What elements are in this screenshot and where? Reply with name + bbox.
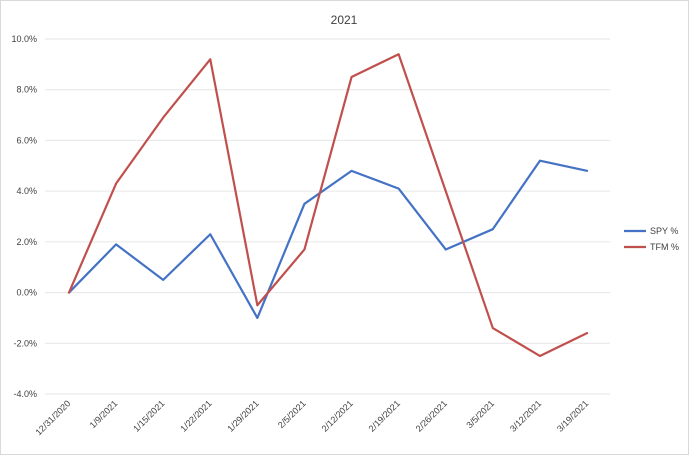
y-tick-label: -4.0%: [13, 389, 37, 399]
data-point: [586, 170, 588, 172]
x-tick-label: 3/19/2021: [555, 398, 590, 433]
data-point: [209, 58, 212, 61]
legend: SPY % TFM %: [624, 226, 679, 252]
data-point: [397, 53, 400, 56]
y-tick-label: 6.0%: [16, 135, 37, 145]
data-point: [350, 170, 353, 172]
y-axis-ticks: -4.0% -2.0% 0.0% 2.0% 4.0% 6.0% 8.0% 10.0%: [11, 34, 37, 399]
data-point: [303, 203, 306, 205]
x-tick-label: 2/26/2021: [414, 398, 449, 433]
x-tick-label: 2/12/2021: [320, 398, 355, 433]
data-point: [115, 243, 117, 246]
y-tick-label: -2.0%: [13, 338, 37, 348]
x-tick-label: 1/22/2021: [178, 398, 213, 433]
legend-label: SPY %: [650, 226, 678, 236]
x-tick-label: 3/12/2021: [508, 398, 543, 433]
data-point: [68, 291, 70, 294]
x-tick-label: 3/5/2021: [464, 398, 496, 430]
chart-title: 2021: [331, 13, 358, 27]
data-point: [256, 317, 259, 319]
data-point: [586, 332, 588, 334]
y-tick-label: 0.0%: [16, 288, 37, 298]
y-tick-label: 8.0%: [16, 85, 37, 95]
x-tick-label: 1/9/2021: [88, 398, 120, 430]
y-tick-label: 4.0%: [16, 186, 37, 196]
data-point: [539, 355, 541, 357]
data-point: [444, 190, 447, 192]
series-line-spy: [67, 159, 589, 320]
data-point: [492, 327, 494, 329]
x-tick-label: 12/31/2020: [33, 398, 72, 437]
y-tick-label: 2.0%: [16, 237, 37, 247]
data-point: [256, 304, 259, 307]
data-point: [539, 159, 541, 162]
legend-label: TFM %: [650, 242, 679, 252]
series-lines: [67, 53, 589, 358]
gridlines: [45, 38, 610, 395]
x-tick-label: 2/5/2021: [276, 398, 308, 430]
data-point: [397, 187, 400, 190]
series-line-tfm: [67, 53, 589, 358]
data-point: [115, 182, 117, 185]
data-point: [162, 116, 164, 119]
data-point: [303, 248, 306, 251]
data-point: [492, 228, 494, 230]
data-point: [209, 233, 212, 236]
x-tick-label: 1/29/2021: [225, 398, 260, 433]
x-axis-ticks: 12/31/2020 1/9/2021 1/15/2021 1/22/2021 1/29…: [33, 398, 590, 437]
data-point: [350, 76, 353, 78]
x-tick-label: 1/15/2021: [131, 398, 166, 433]
data-point: [162, 279, 164, 281]
y-tick-label: 10.0%: [11, 34, 37, 44]
x-tick-label: 2/19/2021: [367, 398, 402, 433]
data-point: [444, 248, 447, 251]
